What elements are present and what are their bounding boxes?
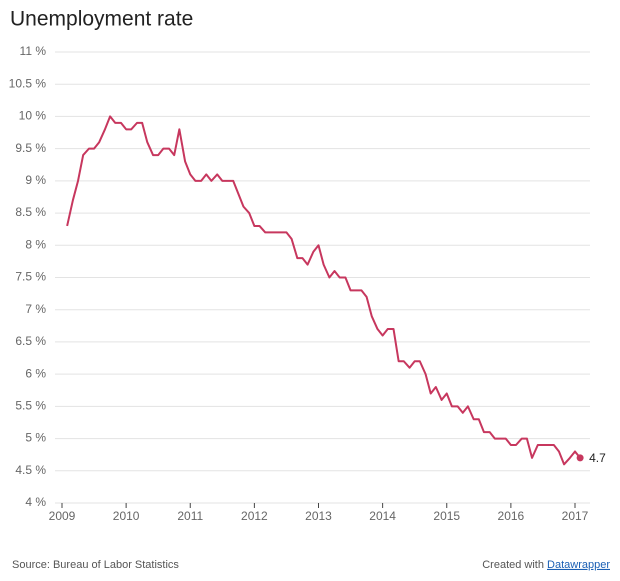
x-tick-label: 2016 <box>498 509 525 523</box>
y-tick-label: 7 % <box>25 302 46 316</box>
credit-link[interactable]: Datawrapper <box>547 559 610 571</box>
y-tick-label: 4 % <box>25 495 46 509</box>
credit: Created with <box>482 559 544 571</box>
y-tick-label: 4.5 % <box>15 463 46 477</box>
end-point <box>576 454 584 462</box>
y-tick-label: 9.5 % <box>15 141 46 155</box>
y-tick-label: 8.5 % <box>15 205 46 219</box>
y-tick-label: 8 % <box>25 237 46 251</box>
x-tick-label: 2017 <box>562 509 589 523</box>
x-tick-label: 2015 <box>433 509 460 523</box>
y-tick-label: 5.5 % <box>15 399 46 413</box>
y-tick-label: 9 % <box>25 173 46 187</box>
source: Source: Bureau of Labor Statistics <box>12 559 179 571</box>
x-tick-label: 2010 <box>113 509 140 523</box>
line <box>66 115 581 466</box>
y-tick-label: 6.5 % <box>15 334 46 348</box>
y-tick-label: 7.5 % <box>15 270 46 284</box>
end-label: 4.7 <box>589 451 606 465</box>
y-tick-label: 11 % <box>20 44 47 58</box>
y-tick-label: 10.5 % <box>9 76 47 90</box>
y-tick-label: 6 % <box>25 366 46 380</box>
chart-title: Unemployment rate <box>10 8 193 31</box>
y-tick-label: 10 % <box>19 109 47 123</box>
x-tick-label: 2012 <box>241 509 268 523</box>
x-tick-label: 2014 <box>369 509 396 523</box>
x-tick-label: 2011 <box>177 509 203 523</box>
y-tick-label: 5 % <box>25 431 46 445</box>
x-tick-label: 2013 <box>305 509 332 523</box>
x-tick-label: 2009 <box>49 509 76 523</box>
